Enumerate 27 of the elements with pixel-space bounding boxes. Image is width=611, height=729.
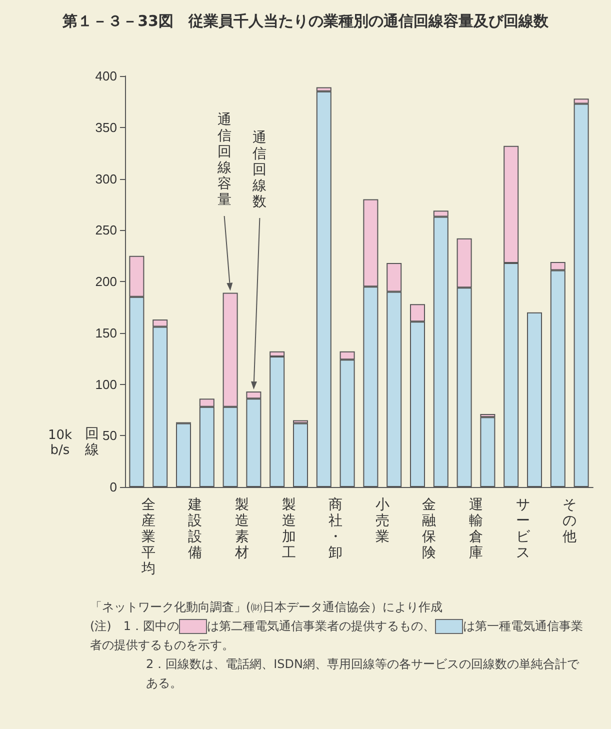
y-tick-label: 250: [95, 222, 117, 238]
y-tick-label: 50: [102, 428, 117, 444]
x-tick-label: 小売業: [374, 497, 390, 545]
text: (注) 1．図中の は第二種電気通信事業者の提供するもの、 は第一種電気通信事業者の提供するものを示す。: [90, 619, 583, 652]
y-tick-label: 350: [95, 120, 117, 135]
y-axis-title: 10k b/s: [46, 428, 74, 458]
y-tick-label: 200: [95, 274, 117, 289]
text: 「ネットワーク化動向調査」(㈶日本データ通信協会）により作成: [90, 599, 444, 616]
y-tick-label: 300: [95, 171, 117, 186]
x-tick-label: 商社・卸: [328, 497, 344, 561]
y-tick-label: 0: [110, 480, 117, 494]
chart-title: 第１－３－33図 従業員千人当たりの業種別の通信回線容量及び回線数: [62, 12, 550, 31]
y2-axis-title: 回線: [84, 426, 100, 458]
y-tick-label: 150: [95, 325, 117, 340]
x-tick-label: 建設設備: [187, 497, 204, 561]
x-tick-label: 製造素材: [234, 497, 250, 561]
y-tick-label: 100: [95, 376, 117, 392]
x-tick-label: 金融保険: [421, 497, 438, 561]
annotation: 通信回線容量: [216, 112, 232, 208]
x-tick-label: 全産業平均: [140, 497, 156, 577]
y-tick-label: 400: [95, 68, 117, 84]
x-tick-label: サービス: [514, 497, 531, 561]
annotation: 通信回線数: [252, 130, 268, 210]
x-tick-label: その他: [562, 497, 578, 545]
text: 2．回線数は、電話網、ISDN網、専用回線等の各サービスの回線数の単純合計である。: [145, 656, 580, 692]
x-tick-label: 運輸倉庫: [468, 497, 484, 561]
x-tick-label: 製造加工: [280, 497, 297, 561]
